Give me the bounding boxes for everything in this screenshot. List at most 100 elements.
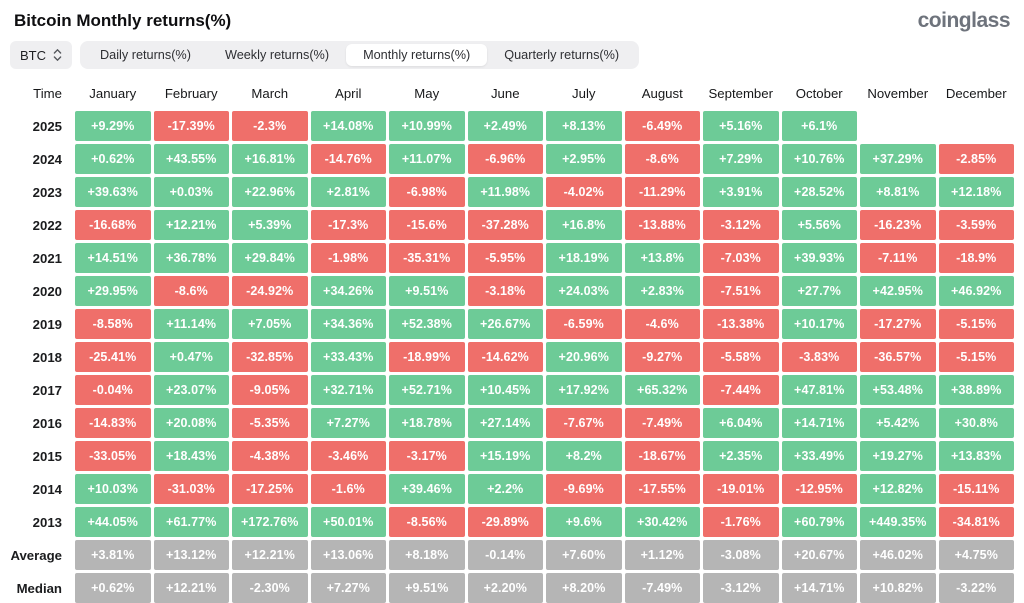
return-cell: -17.3% [310,210,386,240]
return-cell: +39.46% [389,474,465,504]
return-cell: +0.62% [75,573,151,603]
month-column-header: June [490,85,520,101]
return-cell: +2.49% [467,111,543,141]
return-cell: +172.76% [232,507,308,537]
return-cell: +47.81% [781,375,857,405]
return-cell: +0.47% [153,342,229,372]
return-cell: -3.17% [389,441,465,471]
return-cell: +33.43% [310,342,386,372]
return-cell: +17.92% [546,375,622,405]
return-cell: +2.83% [624,276,700,306]
row-label: 2021 [32,250,62,266]
return-cell: -5.15% [938,309,1014,339]
return-cell: -14.76% [310,144,386,174]
return-cell: +8.20% [546,573,622,603]
return-cell: +8.81% [860,177,936,207]
return-cell: +44.05% [75,507,151,537]
returns-heatmap-table: Time January February March April May June July… [10,78,1014,603]
return-cell: +1.12% [624,540,700,570]
return-cell: +10.82% [860,573,936,603]
return-cell: +10.76% [781,144,857,174]
return-cell: +65.32% [624,375,700,405]
row-label: 2016 [32,415,62,431]
tab-daily-returns[interactable]: Daily returns(%) [83,44,208,66]
return-cell: -17.27% [860,309,936,339]
return-cell: +19.27% [860,441,936,471]
return-cell: -18.67% [624,441,700,471]
return-cell: +30.42% [624,507,700,537]
return-cell: +9.29% [75,111,151,141]
return-cell: +27.14% [467,408,543,438]
return-cell: +34.26% [310,276,386,306]
return-cell: +20.67% [781,540,857,570]
return-cell: -7.67% [546,408,622,438]
return-cell: -3.12% [703,573,779,603]
return-cell: +4.75% [938,540,1014,570]
return-cell: -3.83% [781,342,857,372]
symbol-select[interactable]: BTC [10,41,72,69]
return-cell: -15.6% [389,210,465,240]
row-label: Median [16,580,62,596]
return-cell: +42.95% [860,276,936,306]
return-cell: +27.7% [781,276,857,306]
return-cell: +7.29% [703,144,779,174]
return-cell: -4.38% [232,441,308,471]
return-cell: +36.78% [153,243,229,273]
return-cell: +33.49% [781,441,857,471]
updown-arrows-icon [53,48,62,62]
toolbar: BTC Daily returns(%) Weekly returns(%) Mon… [10,40,1014,70]
return-cell: -18.9% [938,243,1014,273]
return-cell: +28.52% [781,177,857,207]
return-cell: +3.81% [75,540,151,570]
row-label: 2023 [32,184,62,200]
return-cell: +3.91% [703,177,779,207]
return-cell: +46.02% [860,540,936,570]
return-cell: +52.38% [389,309,465,339]
return-cell: +18.19% [546,243,622,273]
return-cell: -0.04% [75,375,151,405]
return-cell: +61.77% [153,507,229,537]
topbar: Bitcoin Monthly returns(%) coinglass [10,0,1014,40]
return-cell: -25.41% [75,342,151,372]
return-cell: +46.92% [938,276,1014,306]
return-cell: -7.51% [703,276,779,306]
return-cell: +5.42% [860,408,936,438]
return-cell: +12.21% [232,540,308,570]
return-cell: +24.03% [546,276,622,306]
return-cell: -8.56% [389,507,465,537]
return-cell: -7.11% [860,243,936,273]
month-column-header: August [641,85,683,101]
return-cell: -34.81% [938,507,1014,537]
return-cell: -17.39% [153,111,229,141]
return-cell: +18.78% [389,408,465,438]
tab-monthly-returns[interactable]: Monthly returns(%) [346,44,488,66]
month-column-header: October [795,85,843,101]
return-cell: -9.05% [232,375,308,405]
tab-weekly-returns[interactable]: Weekly returns(%) [208,44,346,66]
returns-tab-group: Daily returns(%) Weekly returns(%) Monthly… [80,41,640,69]
row-label: 2014 [32,481,62,497]
return-cell: -9.27% [624,342,700,372]
return-cell: +7.27% [310,573,386,603]
month-column-header: April [335,85,362,101]
month-column-header: January [89,85,137,101]
tab-quarterly-returns[interactable]: Quarterly returns(%) [487,44,636,66]
return-cell: -37.28% [467,210,543,240]
page-title: Bitcoin Monthly returns(%) [14,11,232,30]
return-cell: -15.11% [938,474,1014,504]
return-cell: -7.44% [703,375,779,405]
return-cell: +15.19% [467,441,543,471]
row-label: 2025 [32,118,62,134]
return-cell: +10.99% [389,111,465,141]
return-cell: +12.21% [153,573,229,603]
return-cell: -31.03% [153,474,229,504]
return-cell: +13.12% [153,540,229,570]
return-cell: +32.71% [310,375,386,405]
return-cell: -29.89% [467,507,543,537]
return-cell: +13.83% [938,441,1014,471]
month-column-header: May [414,85,440,101]
return-cell: +5.56% [781,210,857,240]
return-cell: +37.29% [860,144,936,174]
return-cell: -32.85% [232,342,308,372]
